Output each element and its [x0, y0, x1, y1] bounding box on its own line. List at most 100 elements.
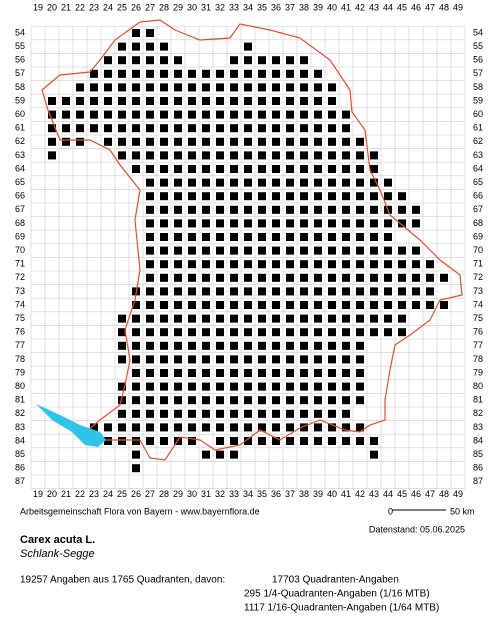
occurrence-cell: [272, 124, 280, 133]
column-label: 44: [383, 2, 393, 12]
occurrence-cell: [286, 314, 294, 323]
occurrence-cell: [146, 233, 154, 241]
date: Datenstand: 05.06.2025: [369, 524, 465, 534]
occurrence-cell: [160, 233, 168, 241]
occurrence-cell: [174, 301, 182, 309]
row-label: 68: [15, 218, 25, 228]
occurrence-cell: [146, 29, 154, 37]
occurrence-cell: [272, 246, 280, 255]
occurrence-cell: [230, 110, 238, 119]
occurrence-cell: [244, 301, 252, 309]
occurrence-cell: [132, 382, 140, 391]
occurrence-cell: [384, 273, 392, 282]
occurrence-cell: [202, 165, 210, 173]
occurrence-cell: [132, 301, 140, 309]
occurrence-cell: [160, 165, 168, 173]
row-label: 78: [15, 354, 25, 364]
occurrence-cell: [314, 246, 322, 255]
occurrence-cell: [342, 165, 350, 173]
occurrence-cell: [118, 56, 126, 65]
occurrence-cell: [272, 314, 280, 323]
occurrence-cell: [216, 301, 224, 309]
occurrence-cell: [202, 450, 210, 459]
occurrence-cell: [230, 396, 238, 405]
occurrence-cell: [188, 233, 196, 241]
occurrence-cell: [342, 341, 350, 350]
occurrence-cell: [202, 192, 210, 201]
occurrence-cell: [202, 246, 210, 255]
occurrence-cell: [258, 233, 266, 241]
occurrence-cell: [300, 83, 308, 92]
occurrence-cell: [300, 205, 308, 214]
column-label: 28: [159, 2, 169, 12]
occurrence-cell: [272, 110, 280, 119]
row-label: 71: [473, 259, 483, 269]
occurrence-cell: [286, 219, 294, 228]
occurrence-cell: [202, 287, 210, 296]
count: 1117 1/16-Quadranten-Angaben (1/64 MTB): [244, 603, 439, 614]
occurrence-cell: [104, 423, 112, 432]
occurrence-cell: [146, 314, 154, 323]
column-label: 42: [355, 2, 365, 12]
occurrence-cell: [230, 450, 238, 459]
occurrence-cell: [258, 301, 266, 309]
occurrence-cell: [174, 69, 182, 78]
occurrence-cell: [160, 124, 168, 133]
row-label: 76: [473, 327, 483, 337]
occurrence-cell: [118, 69, 126, 78]
occurrence-cell: [412, 219, 420, 228]
occurrence-cell: [272, 151, 280, 160]
column-label: 31: [201, 2, 211, 12]
row-label: 75: [15, 313, 25, 323]
occurrence-cell: [160, 437, 168, 445]
occurrence-cell: [244, 219, 252, 228]
occurrence-cell: [314, 151, 322, 160]
occurrence-cell: [118, 110, 126, 119]
occurrence-cell: [300, 328, 308, 337]
occurrence-cell: [174, 409, 182, 418]
occurrence-cell: [286, 328, 294, 337]
occurrence-cell: [146, 437, 154, 445]
column-label: 49: [453, 2, 463, 12]
occurrence-cell: [202, 341, 210, 350]
occurrence-cell: [328, 382, 336, 391]
occurrence-cell: [160, 246, 168, 255]
occurrence-cell: [258, 83, 266, 92]
row-label: 66: [15, 191, 25, 201]
occurrence-cell: [300, 314, 308, 323]
occurrence-cell: [314, 369, 322, 377]
occurrence-cell: [132, 137, 140, 146]
occurrence-cell: [132, 83, 140, 92]
occurrence-cell: [174, 341, 182, 350]
occurrence-cell: [76, 110, 84, 119]
occurrence-cell: [202, 273, 210, 282]
occurrence-cell: [356, 328, 364, 337]
occurrence-cell: [398, 192, 406, 201]
column-label: 45: [397, 489, 407, 499]
occurrence-cell: [272, 437, 280, 445]
occurrence-cell: [384, 178, 392, 187]
occurrence-cell: [286, 178, 294, 187]
occurrence-cell: [188, 369, 196, 377]
occurrence-cell: [230, 260, 238, 269]
column-label: 36: [271, 2, 281, 12]
occurrence-cell: [160, 137, 168, 146]
row-label: 54: [15, 27, 25, 37]
occurrence-cell: [160, 260, 168, 269]
occurrence-cell: [216, 192, 224, 201]
occurrence-cell: [300, 423, 308, 432]
occurrence-cell: [342, 219, 350, 228]
occurrence-cell: [412, 246, 420, 255]
occurrence-cell: [146, 301, 154, 309]
occurrence-cell: [398, 328, 406, 337]
occurrence-cell: [356, 205, 364, 214]
occurrence-cell: [342, 192, 350, 201]
row-label: 85: [473, 449, 483, 459]
row-label: 61: [473, 123, 483, 133]
column-label: 24: [103, 2, 113, 12]
occurrence-cell: [258, 260, 266, 269]
occurrence-cell: [76, 137, 84, 146]
occurrence-cell: [146, 273, 154, 282]
occurrence-cell: [160, 42, 168, 51]
row-label: 63: [15, 150, 25, 160]
